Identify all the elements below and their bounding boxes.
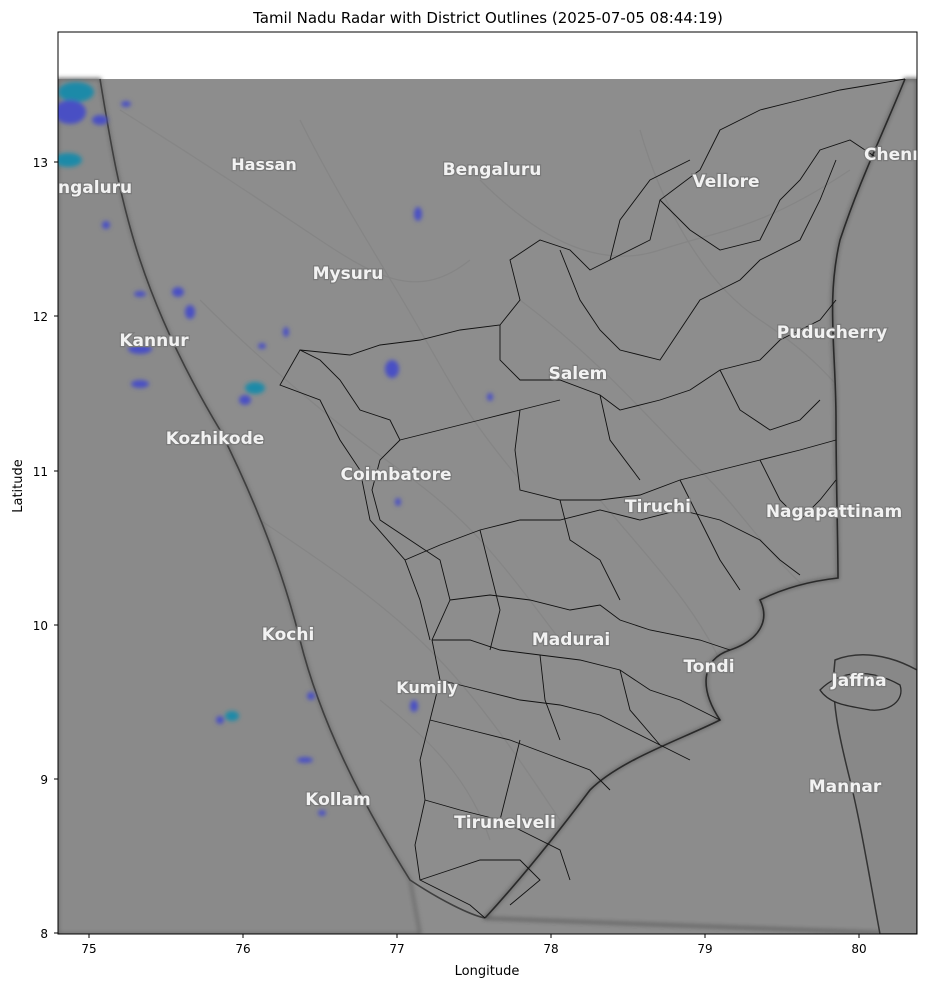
radar-echo (128, 344, 152, 354)
radar-echo (134, 291, 146, 297)
x-tick-label: 75 (81, 942, 96, 956)
radar-echo (385, 360, 399, 378)
y-axis: 8 9 10 11 12 13 Latitude (11, 156, 58, 941)
radar-echo (172, 287, 184, 297)
city-label-mysuru: Mysuru (313, 264, 384, 284)
coastline-east-line (484, 78, 906, 919)
coastline-west-line (99, 78, 486, 919)
city-label-kollam: Kollam (305, 790, 370, 810)
city-label-mangaluru: ngaluru (58, 178, 132, 198)
city-label-tondi: Tondi (683, 657, 734, 677)
city-label-tirunelveli: Tirunelveli (454, 813, 556, 833)
jaffna-peninsula (819, 672, 902, 711)
y-tick-label: 12 (33, 310, 48, 324)
radar-echo (239, 395, 251, 405)
radar-echo (283, 327, 289, 337)
radar-echo (414, 207, 422, 221)
x-axis-label: Longitude (455, 964, 520, 979)
city-label-nagapattinam: Nagapattinam (766, 502, 902, 522)
y-tick-label: 10 (33, 619, 48, 633)
city-label-kumily: Kumily (396, 678, 458, 697)
city-label-kochi: Kochi (262, 625, 315, 645)
city-label-salem: Salem (549, 364, 608, 384)
city-label-hassan: Hassan (231, 155, 296, 174)
plot-frame (57, 31, 918, 935)
district-outlines (279, 78, 906, 919)
y-tick-label: 13 (33, 156, 48, 170)
y-tick-label: 8 (40, 927, 48, 941)
x-tick-label: 77 (389, 942, 404, 956)
radar-echo (307, 692, 315, 700)
radar-echo (258, 343, 266, 349)
city-label-kannur: Kannur (119, 331, 189, 351)
radar-echo (297, 757, 313, 763)
y-axis-label: Latitude (11, 459, 26, 513)
city-label-chennai: Chenr (864, 145, 921, 165)
x-tick-label: 78 (543, 942, 558, 956)
y-tick-label: 11 (33, 465, 48, 479)
radar-echo (185, 305, 195, 319)
city-label-kozhikode: Kozhikode (166, 429, 265, 449)
radar-echo (487, 393, 493, 401)
radar-echo (58, 82, 94, 102)
city-label-coimbatore: Coimbatore (340, 465, 451, 485)
x-axis: 75 76 77 78 79 80 Longitude (81, 934, 867, 979)
chart-title: Tamil Nadu Radar with District Outlines … (252, 9, 723, 27)
city-label-mannar: Mannar (809, 777, 882, 797)
radar-echo (216, 716, 224, 724)
x-tick-label: 80 (851, 942, 866, 956)
city-label-tiruchi: Tiruchi (625, 497, 691, 517)
x-tick-label: 79 (697, 942, 712, 956)
plot-area: Hassan Bengaluru ngaluru Vellore Chenr M… (58, 32, 921, 934)
sri-lanka-outline (832, 654, 917, 934)
y-tick-label: 9 (40, 773, 48, 787)
city-label-puducherry: Puducherry (777, 323, 887, 343)
radar-echo (131, 380, 149, 388)
radar-echoes (58, 82, 493, 816)
city-labels: Hassan Bengaluru ngaluru Vellore Chenr M… (58, 144, 921, 834)
city-label-madurai: Madurai (532, 630, 610, 650)
radar-echo (102, 221, 110, 229)
radar-echo (92, 115, 108, 125)
radar-echo (410, 700, 418, 712)
radar-echo (245, 382, 265, 394)
radar-echo (395, 498, 401, 506)
city-label-bengaluru: Bengaluru (443, 160, 542, 180)
city-label-jaffna: Jaffna (830, 671, 886, 691)
radar-echo (58, 153, 82, 167)
radar-echo (225, 711, 239, 721)
x-tick-label: 76 (235, 942, 250, 956)
radar-map-image: Hassan Bengaluru ngaluru Vellore Chenr M… (58, 78, 921, 934)
radar-echo (318, 810, 326, 816)
city-label-vellore: Vellore (692, 172, 759, 192)
radar-echo (121, 101, 131, 107)
radar-echo (58, 100, 86, 124)
